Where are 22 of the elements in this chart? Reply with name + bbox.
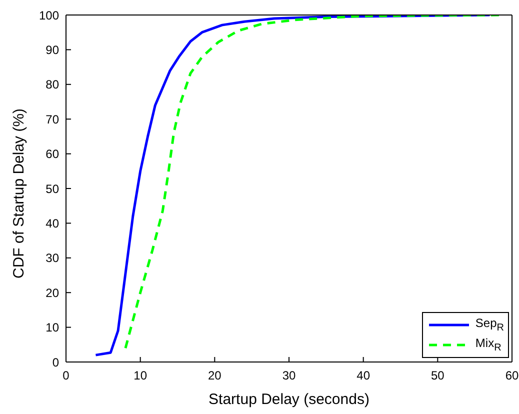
x-tick-label: 50 bbox=[430, 368, 445, 383]
legend-label: Mix$_{R}$ bbox=[475, 336, 502, 354]
y-tick-label: 40 bbox=[46, 216, 60, 230]
y-tick-label: 70 bbox=[46, 112, 60, 126]
y-tick-label: 100 bbox=[38, 8, 60, 22]
x-axis-title: Startup Delay (seconds) bbox=[208, 391, 370, 408]
legend-label: Sep$_{R}$ bbox=[475, 316, 504, 334]
x-tick-label: 30 bbox=[282, 368, 296, 383]
y-tick-label: 10 bbox=[46, 320, 60, 335]
x-tick-label: 10 bbox=[134, 368, 148, 383]
y-axis-title: CDF of Startup Delay (%) bbox=[10, 108, 28, 278]
x-tick-label: 60 bbox=[505, 368, 519, 383]
x-tick-label: 0 bbox=[62, 368, 70, 383]
y-tick-label: 80 bbox=[46, 78, 60, 92]
x-tick-label: 40 bbox=[356, 368, 370, 383]
y-tick-label: 30 bbox=[46, 251, 60, 266]
y-tick-label: 0 bbox=[52, 355, 60, 370]
y-tick-label: 50 bbox=[46, 182, 60, 196]
y-tick-label: 90 bbox=[46, 42, 60, 57]
y-tick-label: 20 bbox=[46, 286, 60, 300]
y-tick-label: 60 bbox=[46, 147, 60, 162]
x-tick-label: 20 bbox=[208, 368, 222, 383]
